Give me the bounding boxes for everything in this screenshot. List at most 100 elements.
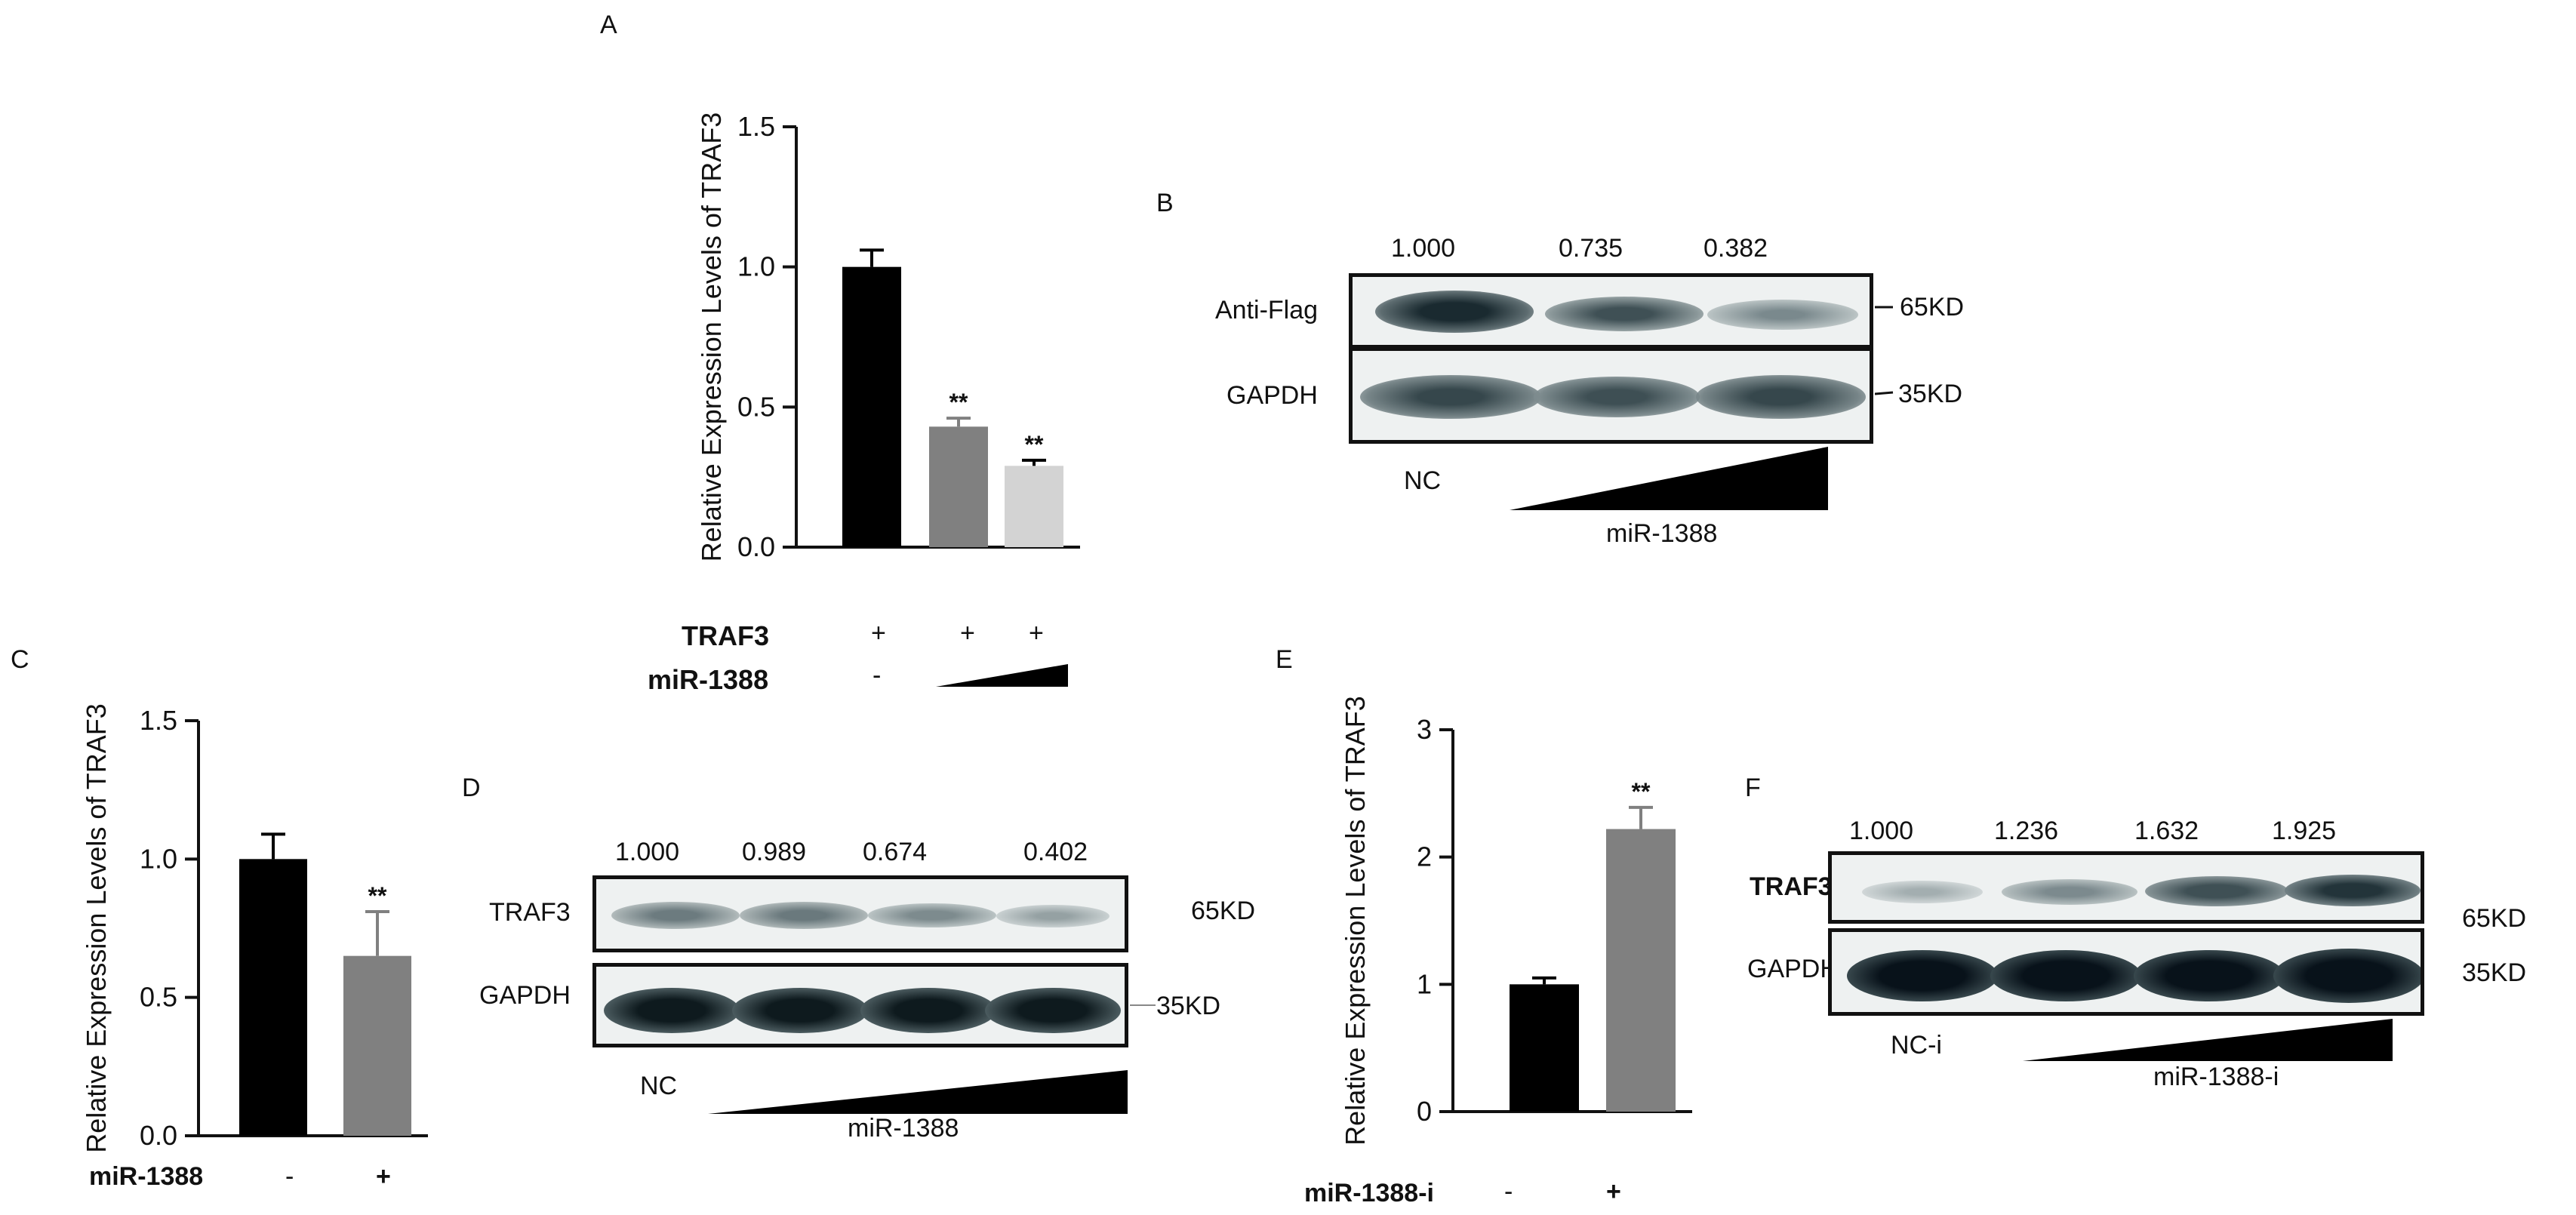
chart-a-condition-mir-label: miR-1388 [648, 664, 769, 695]
blot-f-row1 [1828, 851, 2424, 924]
chart-a-ytick-label: 0.0 [737, 531, 775, 562]
blot-f-kd1: 65KD [2462, 904, 2527, 933]
blot-d-row2-band-2 [732, 988, 868, 1033]
chart-c-ytick-label: 0.5 [140, 982, 177, 1013]
chart-e-bar [1606, 829, 1676, 1112]
blot-f-row2-band-1 [1847, 950, 1998, 1001]
blot-b-kd2: 35KD [1898, 380, 1963, 408]
blot-f-quant-3: 1.632 [2134, 817, 2199, 845]
chart-c-condition-label: miR-1388 [89, 1162, 204, 1191]
blot-b-row1-band-3 [1707, 300, 1858, 330]
panel-letter-d: D [462, 774, 481, 802]
blot-b-row1-band-2 [1545, 297, 1703, 331]
blot-d-kd1: 65KD [1191, 897, 1256, 925]
blot-d-control: NC [640, 1072, 678, 1100]
blot-d-dose-ramp [708, 1070, 1128, 1114]
chart-e-significance: ** [1632, 778, 1651, 805]
blot-b-quant-3: 0.382 [1703, 234, 1768, 263]
blot-d-row1-band-2 [740, 902, 868, 929]
blot-b-row1 [1349, 273, 1873, 349]
blot-d-quant-3: 0.674 [863, 838, 928, 866]
blot-f-quant-4: 1.925 [2272, 817, 2337, 845]
blot-d-row1-band-1 [611, 902, 740, 929]
blot-f-quant-2: 1.236 [1994, 817, 2059, 845]
blot-b-row1-label: Anti-Flag [1215, 296, 1319, 325]
chart-c-ytick-label: 1.5 [140, 705, 177, 736]
blot-d-row1-band-3 [868, 903, 996, 927]
panel-letter-e: E [1276, 645, 1293, 674]
blot-b-row2-band-1 [1360, 375, 1541, 419]
blot-d-row1 [592, 875, 1128, 952]
blot-f-row1-label: TRAF3 [1750, 872, 1833, 901]
blot-f-row1-band-1 [1862, 881, 1983, 903]
blot-f-row2-band-4 [2273, 949, 2421, 1003]
blot-d-row2-band-3 [860, 988, 996, 1033]
blot-d-quant-2: 0.989 [742, 838, 807, 866]
blot-f-control: NC-i [1891, 1031, 1942, 1060]
chart-a-condition-traf3-mark-1: + [871, 619, 886, 647]
panel-letter-c: C [11, 645, 29, 674]
chart-a-bar [929, 426, 988, 547]
chart-c-bar [239, 859, 307, 1136]
chart-a-significance: ** [1025, 431, 1044, 458]
chart-a-dose-ramp [936, 664, 1068, 687]
blot-f-row1-band-3 [2145, 876, 2288, 906]
chart-e-ytick-label: 2 [1417, 841, 1432, 872]
blot-d-row1-band-4 [996, 905, 1109, 927]
blot-d-kd2: 35KD [1156, 992, 1221, 1020]
blot-b-kd1: 65KD [1900, 293, 1965, 321]
blot-b-row2-label: GAPDH [1226, 381, 1318, 410]
blot-d-quant-1: 1.000 [615, 838, 680, 866]
chart-c-bar [343, 955, 411, 1136]
blot-b-quant-2: 0.735 [1559, 234, 1623, 263]
chart-c-condition-mark-2: + [376, 1162, 391, 1191]
blot-d-row2 [592, 963, 1128, 1047]
blot-d-kd-tick [1130, 1004, 1156, 1006]
panel-letter-b: B [1156, 189, 1174, 217]
chart-a-condition-mir-mark-1: - [873, 661, 882, 690]
blot-b-treatment: miR-1388 [1606, 519, 1718, 548]
blot-d-row1-label: TRAF3 [489, 898, 571, 927]
chart-a-ytick-label: 1.0 [737, 251, 775, 282]
chart-e-ytick-label: 1 [1417, 968, 1432, 999]
blot-f-dose-ramp [2023, 1019, 2393, 1061]
chart-e-condition-label: miR-1388-i [1304, 1179, 1434, 1207]
blot-d-row2-band-4 [985, 988, 1121, 1033]
chart-c-ytick-label: 1.0 [140, 843, 177, 874]
blot-b-quant-1: 1.000 [1391, 234, 1456, 263]
chart-a-condition-traf3-mark-2: + [960, 619, 975, 647]
blot-b-row2-band-2 [1534, 377, 1700, 417]
blot-b-dose-ramp [1510, 447, 1828, 510]
chart-c-condition-mark-1: - [285, 1162, 294, 1191]
chart-c-ytick-label: 0.0 [140, 1120, 177, 1151]
chart-a-ylabel: Relative Expression Levels of TRAF3 [696, 112, 727, 562]
chart-e-ylabel: Relative Expression Levels of TRAF3 [1340, 696, 1371, 1146]
blot-f-quant-1: 1.000 [1849, 817, 1914, 845]
blot-f-kd2: 35KD [2462, 958, 2527, 987]
blot-f-row2-band-3 [2134, 950, 2285, 1001]
blot-d-row2-band-1 [604, 988, 740, 1033]
blot-f-row1-band-4 [2285, 875, 2421, 906]
chart-c-significance: ** [368, 882, 387, 909]
blot-b-control: NC [1404, 466, 1442, 495]
chart-e-bar [1510, 984, 1579, 1112]
chart-a-bar [842, 266, 901, 547]
chart-a-ytick-label: 1.5 [737, 111, 775, 142]
chart-a-condition-traf3-mark-3: + [1029, 619, 1044, 647]
blot-f-row2-band-2 [1990, 950, 2141, 1001]
panel-letter-f: F [1745, 774, 1761, 802]
chart-e-condition-mark-1: - [1504, 1177, 1513, 1206]
chart-e-condition-mark-2: + [1606, 1177, 1621, 1206]
blot-f-row1-band-2 [2002, 879, 2137, 905]
blot-d-row2-label: GAPDH [479, 981, 571, 1010]
blot-b-row1-band-1 [1375, 291, 1534, 333]
chart-c-ylabel: Relative Expression Levels of TRAF3 [81, 703, 112, 1153]
blot-d-quant-4: 0.402 [1023, 838, 1088, 866]
blot-b-row2 [1349, 347, 1873, 444]
chart-a-significance: ** [949, 389, 968, 416]
chart-a-bar [1005, 466, 1063, 547]
chart-a-ytick-label: 0.5 [737, 391, 775, 422]
blot-b-row2-band-3 [1696, 375, 1866, 419]
blot-f-row2 [1828, 928, 2424, 1016]
